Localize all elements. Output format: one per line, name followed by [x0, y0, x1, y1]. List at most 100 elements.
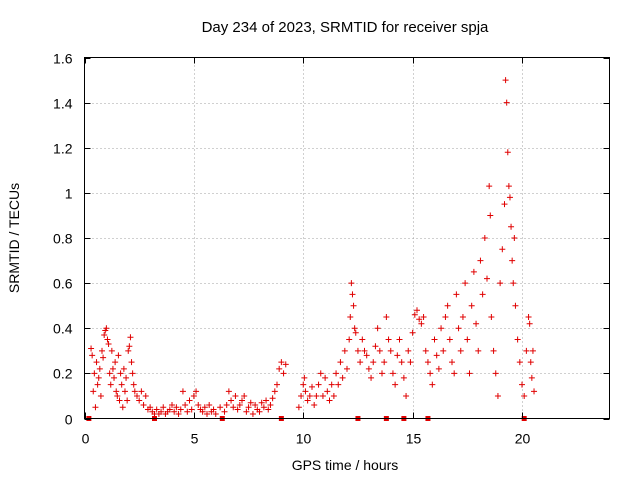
data-point	[204, 410, 210, 417]
data-point	[349, 291, 356, 298]
data-point	[124, 397, 131, 404]
data-point	[429, 381, 436, 388]
data-point	[247, 399, 254, 406]
data-point	[348, 280, 355, 287]
data-point	[490, 347, 497, 354]
data-point	[487, 212, 494, 219]
data-point	[108, 347, 115, 354]
data-point	[265, 406, 272, 413]
data-point	[424, 359, 431, 366]
data-point	[347, 313, 354, 320]
data-point	[260, 404, 267, 411]
data-point	[256, 408, 263, 415]
data-point	[444, 302, 451, 309]
y-tick-label: 1.4	[53, 96, 73, 112]
data-point	[184, 408, 191, 415]
data-point	[182, 401, 189, 408]
data-point	[418, 320, 425, 327]
data-point	[282, 361, 289, 368]
grid-layer	[84, 57, 610, 419]
data-point	[304, 397, 311, 404]
data-point	[107, 381, 114, 388]
data-point	[400, 374, 407, 381]
x-axis-label: GPS time / hours	[292, 457, 399, 473]
data-point	[276, 365, 283, 372]
data-point	[92, 404, 99, 411]
data-point	[368, 374, 375, 381]
data-point	[104, 336, 111, 343]
data-point	[263, 397, 270, 404]
data-point	[114, 392, 121, 399]
data-point	[324, 388, 331, 395]
data-point	[100, 354, 107, 361]
data-point	[494, 392, 501, 399]
ticks-layer: 0 5 10 15 20 0 0.2 0.4 0.6 0.8 1 1.2 1.4 1.6	[53, 51, 610, 447]
data-point	[94, 381, 101, 388]
data-point	[354, 347, 361, 354]
data-point	[121, 388, 128, 395]
data-point	[136, 397, 143, 404]
y-tick-label: 1	[65, 186, 73, 202]
data-point	[109, 365, 116, 372]
data-point	[212, 410, 219, 417]
data-point	[127, 334, 134, 341]
data-point	[468, 302, 475, 309]
data-point	[505, 183, 512, 190]
data-point	[526, 320, 533, 327]
data-point	[234, 406, 241, 413]
data-point	[241, 392, 248, 399]
data-point	[96, 365, 103, 372]
data-point	[477, 257, 484, 264]
data-point	[140, 401, 147, 408]
data-point	[372, 343, 379, 350]
x-tick-label: 5	[191, 431, 199, 447]
data-point	[383, 313, 390, 320]
points-layer	[86, 77, 538, 421]
data-point	[519, 381, 525, 388]
data-point	[225, 388, 232, 395]
data-point	[438, 325, 445, 332]
data-point	[199, 408, 206, 415]
data-point	[90, 388, 97, 395]
data-point	[464, 336, 471, 343]
data-point	[258, 399, 265, 406]
data-point	[379, 370, 385, 377]
data-point	[473, 320, 480, 327]
data-point	[381, 359, 388, 366]
data-point	[298, 392, 305, 399]
data-point	[313, 392, 320, 399]
data-point	[497, 280, 504, 287]
chart-title: Day 234 of 2023, SRMTID for receiver spj…	[202, 19, 489, 36]
data-point	[193, 388, 200, 395]
data-point	[396, 336, 403, 343]
data-point	[492, 370, 499, 377]
data-point	[317, 370, 324, 377]
data-point	[128, 359, 135, 366]
data-point	[510, 280, 517, 287]
data-point	[239, 397, 245, 404]
data-point	[269, 395, 276, 402]
y-tick-label: 0	[65, 412, 73, 428]
data-point	[459, 313, 466, 320]
data-point	[370, 359, 377, 366]
data-point	[389, 370, 396, 377]
data-point	[525, 313, 532, 320]
data-point	[134, 392, 140, 399]
data-point	[175, 410, 182, 417]
data-point	[160, 404, 167, 411]
data-point	[116, 397, 123, 404]
y-tick-label: 0.8	[53, 231, 73, 247]
data-point	[93, 359, 100, 366]
data-point	[361, 347, 368, 354]
data-point	[484, 275, 490, 282]
data-point	[427, 370, 434, 377]
data-point	[171, 408, 178, 415]
data-point	[502, 77, 509, 84]
data-point	[177, 406, 184, 413]
data-point	[451, 370, 458, 377]
y-tick-label: 0.4	[53, 321, 73, 337]
data-point	[236, 401, 243, 408]
data-point	[186, 397, 193, 404]
data-point	[449, 359, 455, 366]
data-point	[339, 374, 346, 381]
